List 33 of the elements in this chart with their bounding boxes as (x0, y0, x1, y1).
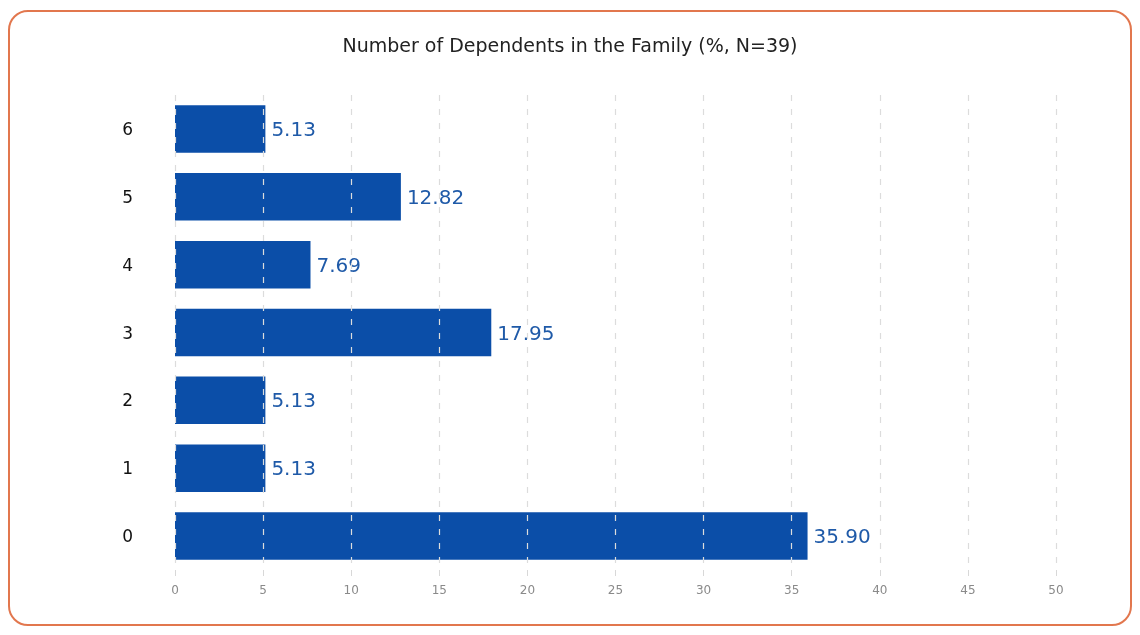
bar (175, 105, 266, 153)
x-tick-label: 0 (171, 583, 179, 597)
x-tick-label: 20 (519, 583, 536, 597)
data-label: 17.95 (497, 320, 555, 345)
x-tick-label: 45 (960, 583, 976, 597)
y-tick-label: 4 (122, 254, 133, 275)
y-tick-label: 2 (122, 390, 133, 411)
data-label: 5.13 (271, 456, 316, 481)
x-tick-label: 35 (784, 583, 800, 597)
x-tick-label: 30 (695, 583, 712, 597)
y-tick-label: 3 (122, 322, 133, 343)
data-label: 5.13 (271, 388, 316, 413)
bar (175, 240, 311, 289)
y-tick-label: 5 (122, 186, 133, 207)
chart-title: Number of Dependents in the Family (%, N=39) (342, 33, 798, 56)
x-tick-label: 50 (1048, 583, 1064, 597)
data-label: 5.13 (271, 116, 316, 141)
bar (175, 512, 808, 560)
x-tick-label: 5 (259, 583, 267, 597)
y-tick-label: 1 (122, 458, 133, 479)
bar (175, 308, 492, 357)
data-label: 35.90 (813, 524, 871, 549)
x-tick-label: 15 (431, 583, 447, 597)
bar (175, 376, 266, 425)
bar (175, 173, 401, 221)
data-label: 7.69 (316, 252, 362, 277)
x-tick-label: 25 (607, 583, 624, 597)
y-tick-label: 0 (122, 526, 133, 547)
x-tick-label: 10 (343, 583, 359, 597)
data-label: 12.82 (406, 184, 465, 209)
x-tick-label: 40 (872, 583, 888, 597)
y-tick-label: 6 (122, 118, 133, 139)
bar (175, 444, 266, 492)
